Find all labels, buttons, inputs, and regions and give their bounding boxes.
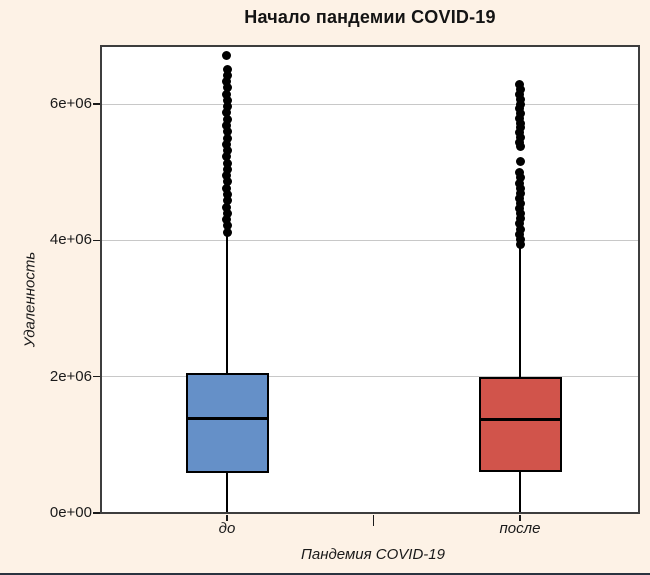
outlier-dot bbox=[515, 188, 525, 198]
boxplot-box bbox=[185, 372, 269, 473]
outlier-dot bbox=[223, 127, 233, 137]
outlier-dot bbox=[222, 227, 232, 237]
outlier-dot bbox=[223, 95, 233, 105]
outlier-dot bbox=[516, 209, 526, 219]
y-tick bbox=[93, 375, 100, 378]
outlier-dot bbox=[222, 196, 232, 206]
x-axis-title: Пандемия COVID-19 bbox=[301, 546, 445, 563]
boxplot-whisker bbox=[226, 232, 228, 512]
outlier-dot bbox=[221, 152, 231, 162]
outlier-dot bbox=[223, 114, 232, 124]
outlier-dot bbox=[221, 183, 231, 193]
outlier-dot bbox=[514, 89, 524, 99]
outlier-dot bbox=[222, 70, 232, 80]
outlier-dot bbox=[221, 121, 231, 131]
outlier-dot bbox=[222, 164, 232, 174]
outlier-dot bbox=[515, 128, 524, 138]
outlier-dot bbox=[222, 77, 231, 87]
y-tick bbox=[93, 239, 100, 242]
outlier-dot bbox=[223, 221, 233, 231]
outlier-dot bbox=[516, 118, 526, 128]
y-tick-label: 4e+06 bbox=[49, 231, 92, 249]
outlier-dot bbox=[222, 102, 232, 112]
y-tick bbox=[93, 103, 100, 105]
y-tick-label: 6e+06 bbox=[49, 95, 92, 112]
outlier-dot bbox=[223, 146, 232, 156]
outlier-dot bbox=[515, 99, 525, 109]
boxplot-median bbox=[478, 418, 562, 422]
boxplot-median bbox=[185, 417, 269, 421]
outlier-dot bbox=[516, 173, 525, 183]
outlier-dot bbox=[223, 64, 233, 74]
outlier-dot bbox=[516, 94, 526, 104]
outlier-dot bbox=[516, 234, 526, 244]
outlier-dot bbox=[515, 239, 525, 249]
x-tick bbox=[372, 515, 375, 526]
gridline bbox=[102, 239, 638, 241]
gridline bbox=[102, 376, 638, 378]
outlier-dot bbox=[515, 123, 525, 133]
outlier-dot bbox=[516, 183, 526, 193]
window-bottom-border bbox=[0, 573, 650, 575]
outlier-dot bbox=[222, 108, 231, 118]
outlier-dot bbox=[223, 208, 232, 218]
outlier-dot bbox=[222, 202, 231, 212]
outlier-dot bbox=[222, 139, 231, 149]
y-tick bbox=[93, 512, 100, 514]
outlier-dot bbox=[515, 193, 524, 203]
outlier-dot bbox=[221, 89, 231, 99]
y-axis-title: Удаленность bbox=[21, 251, 39, 348]
outlier-dot bbox=[221, 51, 231, 61]
outlier-dot bbox=[221, 215, 231, 225]
gridline bbox=[102, 103, 638, 105]
outlier-dot bbox=[223, 158, 233, 168]
x-tick-label: после bbox=[499, 520, 541, 537]
outlier-dot bbox=[514, 204, 524, 214]
outlier-dot bbox=[223, 190, 233, 200]
outlier-dot bbox=[514, 113, 524, 123]
outlier-dot bbox=[223, 177, 232, 187]
outlier-dot bbox=[514, 229, 524, 239]
outlier-dot bbox=[515, 214, 525, 224]
outlier-dot bbox=[515, 168, 524, 178]
x-tick-label: до bbox=[218, 520, 236, 537]
outlier-dot bbox=[515, 104, 524, 114]
outlier-dot bbox=[516, 85, 525, 95]
outlier-dot bbox=[223, 83, 232, 93]
outlier-dot bbox=[514, 178, 524, 188]
outlier-dot bbox=[515, 80, 524, 90]
outlier-dot bbox=[516, 109, 525, 119]
outlier-dot bbox=[516, 199, 525, 209]
outlier-dot bbox=[514, 137, 524, 147]
x-tick bbox=[519, 515, 521, 521]
chart-title: Начало пандемии COVID-19 bbox=[244, 7, 496, 27]
outlier-dot bbox=[222, 133, 232, 143]
boxplot-box bbox=[478, 376, 562, 473]
outlier-dot bbox=[515, 219, 524, 229]
x-tick bbox=[226, 515, 228, 521]
outlier-dot bbox=[516, 142, 526, 152]
outlier-dot bbox=[516, 224, 525, 234]
outlier-dot bbox=[222, 171, 231, 181]
outlier-dot bbox=[516, 132, 525, 142]
y-tick-label: 2e+06 bbox=[49, 367, 92, 385]
outlier-dot bbox=[515, 157, 525, 167]
y-tick-label: 0e+00 bbox=[49, 504, 92, 521]
